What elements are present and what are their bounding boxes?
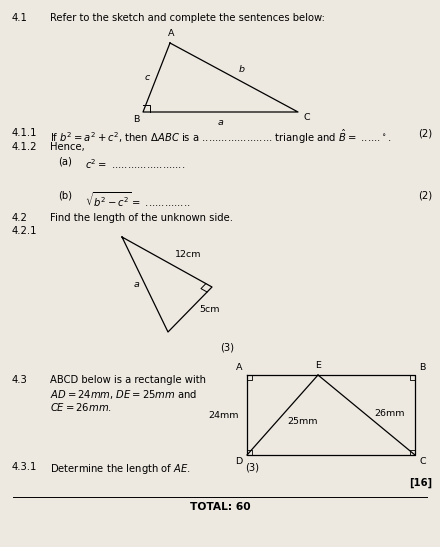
Text: If $b^2 = a^2 + c^2$, then $\Delta ABC$ is a ...................... triangle and: If $b^2 = a^2 + c^2$, then $\Delta ABC$ … <box>50 128 392 146</box>
Text: C: C <box>419 457 425 466</box>
Text: 4.3: 4.3 <box>12 375 28 385</box>
Text: Refer to the sketch and complete the sentences below:: Refer to the sketch and complete the sen… <box>50 13 325 23</box>
Text: 5cm: 5cm <box>199 305 220 314</box>
Text: 4.1.1: 4.1.1 <box>12 128 37 138</box>
Text: $c^2 =$ .......................: $c^2 =$ ....................... <box>85 157 185 171</box>
Text: ABCD below is a rectangle with: ABCD below is a rectangle with <box>50 375 206 385</box>
Text: B: B <box>132 115 139 124</box>
Text: [16]: [16] <box>409 478 432 488</box>
Text: c: c <box>144 73 150 82</box>
Text: 4.2.1: 4.2.1 <box>12 226 37 236</box>
Text: a: a <box>133 280 139 289</box>
Text: (a): (a) <box>58 157 72 167</box>
Text: D: D <box>235 457 242 466</box>
Text: (2): (2) <box>418 190 432 200</box>
Text: $CE = 26mm$.: $CE = 26mm$. <box>50 401 112 413</box>
Text: C: C <box>303 113 310 122</box>
Text: A: A <box>235 363 242 372</box>
Text: Hence,: Hence, <box>50 142 85 152</box>
Text: 4.3.1: 4.3.1 <box>12 462 37 472</box>
Text: B: B <box>419 363 425 372</box>
Text: a: a <box>217 118 224 127</box>
Text: (3): (3) <box>245 462 259 472</box>
Text: 4.1.2: 4.1.2 <box>12 142 37 152</box>
Text: Determine the length of $AE$.: Determine the length of $AE$. <box>50 462 191 476</box>
Text: A: A <box>168 29 174 38</box>
Text: (2): (2) <box>418 128 432 138</box>
Text: $AD = 24mm$, $DE = 25mm$ and: $AD = 24mm$, $DE = 25mm$ and <box>50 388 197 401</box>
Text: (3): (3) <box>220 342 234 352</box>
Text: E: E <box>315 361 321 370</box>
Text: (b): (b) <box>58 190 72 200</box>
Text: 4.2: 4.2 <box>12 213 28 223</box>
Text: 26mm: 26mm <box>374 409 405 417</box>
Text: 24mm: 24mm <box>209 410 239 420</box>
Text: 12cm: 12cm <box>175 250 202 259</box>
Text: TOTAL: 60: TOTAL: 60 <box>190 502 250 512</box>
Text: b: b <box>239 66 245 74</box>
Text: 4.1: 4.1 <box>12 13 28 23</box>
Text: Find the length of the unknown side.: Find the length of the unknown side. <box>50 213 233 223</box>
Text: $\sqrt{b^2 - c^2} =$ ..............: $\sqrt{b^2 - c^2} =$ .............. <box>85 190 191 208</box>
Text: 25mm: 25mm <box>287 417 318 426</box>
